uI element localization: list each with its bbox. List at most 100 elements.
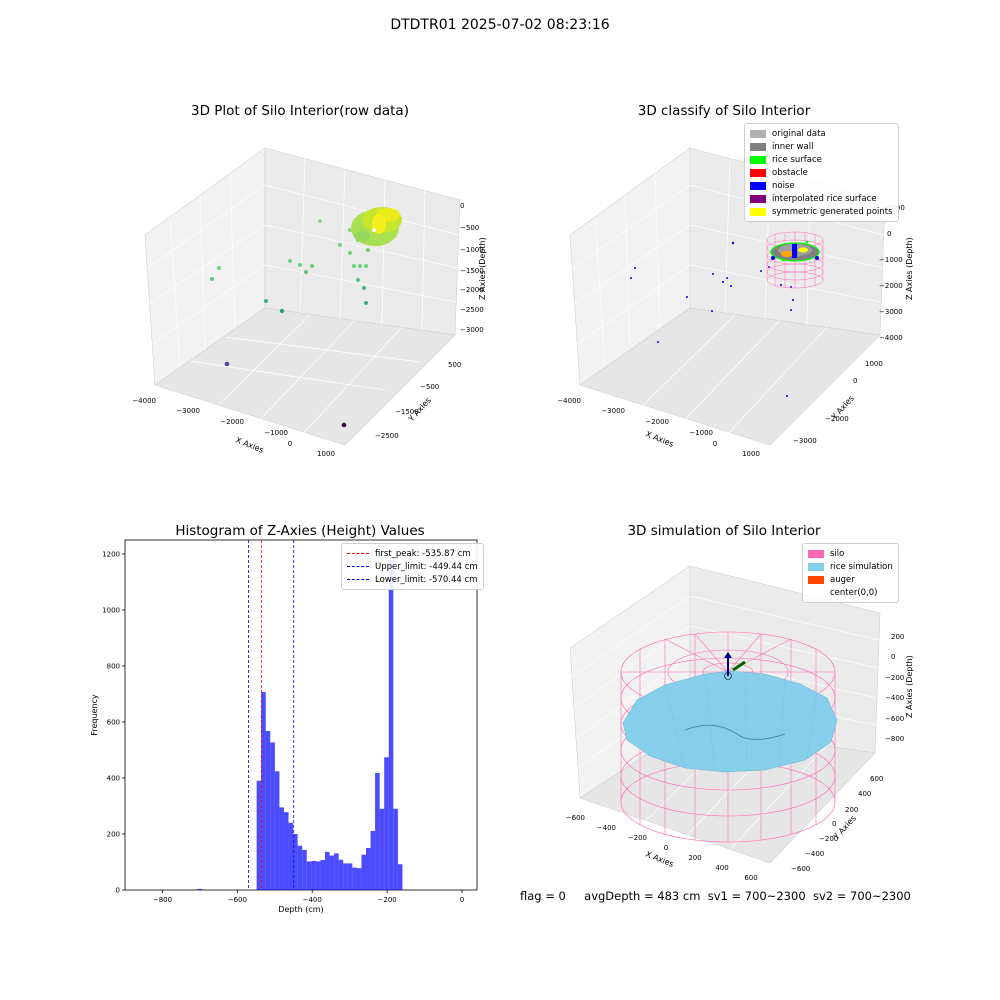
histogram-bar <box>297 845 303 890</box>
x-tick-label: 0 <box>460 896 464 904</box>
x-axis-label: X Axies <box>234 436 265 455</box>
y-tick-label: 1200 <box>102 551 120 559</box>
y-tick-label: 400 <box>107 775 120 783</box>
histogram-bar <box>302 849 307 890</box>
y-tick-label: 200 <box>107 831 120 839</box>
x-tick: −3000 <box>601 407 625 415</box>
histogram-bar <box>315 861 321 890</box>
x-tick: 0 <box>664 844 668 852</box>
y-tick-label: 1000 <box>102 607 120 615</box>
histogram-bar <box>283 812 289 890</box>
z-tick: −4000 <box>879 334 903 342</box>
x-tick: −2000 <box>645 418 669 426</box>
x-tick: −4000 <box>132 397 156 405</box>
figure-title: DTDTR01 2025-07-02 08:23:16 <box>390 17 610 33</box>
histogram-bar <box>397 864 403 890</box>
x-tick-label: −600 <box>228 896 247 904</box>
z-tick: −2000 <box>460 286 484 294</box>
z-tick: 0 <box>887 230 891 238</box>
x-axis-label: X Axies <box>644 430 675 449</box>
simulation-3d-plot: −600 −400 −200 0 200 400 600 600 400 200… <box>566 565 914 882</box>
x-tick: 0 <box>713 440 717 448</box>
x-tick: 400 <box>715 864 728 872</box>
x-axis-label: X Axies <box>644 850 675 869</box>
histogram-legend: first_peak: -535.87 cm Upper_limit: -449… <box>341 543 484 590</box>
plot-frame <box>124 539 478 891</box>
histogram-bar <box>352 867 357 890</box>
histogram-bar <box>347 863 353 890</box>
z-tick: 200 <box>891 633 904 641</box>
histogram-bar <box>293 834 298 890</box>
x-tick: −4000 <box>557 397 581 405</box>
z-tick: −500 <box>460 224 479 232</box>
x-tick-label: −200 <box>378 896 397 904</box>
y-tick: −2000 <box>825 415 849 423</box>
raw-data-points <box>210 207 402 428</box>
histogram-bar <box>270 742 275 890</box>
y-tick: 1000 <box>865 360 883 368</box>
histogram-bar <box>256 780 262 890</box>
classify-legend: original data inner wall rice surface ob… <box>744 123 899 222</box>
histogram-bar <box>324 851 330 890</box>
histogram-bar <box>334 853 339 890</box>
y-tick-label: 600 <box>107 719 120 727</box>
x-tick: 1000 <box>317 450 335 458</box>
avg-depth-text: avgDepth = 483 cm <box>584 889 701 903</box>
y-tick: −2500 <box>375 432 399 440</box>
z-axis-label: Z Axies (Depth) <box>478 237 487 300</box>
legend-label: rice simulation <box>830 561 893 572</box>
x-tick: −1000 <box>264 429 288 437</box>
histogram-bar <box>361 854 366 890</box>
x-tick: −200 <box>628 834 647 842</box>
histogram-bar <box>338 859 344 890</box>
x-tick: −1000 <box>689 429 713 437</box>
histogram-bar <box>265 730 271 890</box>
x-tick: −600 <box>566 814 585 822</box>
legend-label: symmetric generated points <box>772 206 893 217</box>
legend-label: interpolated rice surface <box>772 193 877 204</box>
y-tick: −600 <box>791 865 810 873</box>
histogram-bar <box>343 863 348 890</box>
y-tick: −500 <box>420 383 439 391</box>
legend-label: first_peak: -535.87 cm <box>375 548 471 559</box>
y-tick: 500 <box>448 361 461 369</box>
raw-plot-title: 3D Plot of Silo Interior(row data) <box>191 103 409 119</box>
histogram-bar <box>384 757 389 890</box>
y-tick: 200 <box>845 806 858 814</box>
legend-label: obstacle <box>772 167 808 178</box>
y-tick: 600 <box>870 775 883 783</box>
raw-3d-plot: −4000 −3000 −2000 −1000 0 1000 500 −500 … <box>132 147 487 458</box>
histogram-bar <box>329 855 335 890</box>
histogram-bars <box>197 559 403 890</box>
histogram-bar <box>306 861 312 890</box>
histogram-bar <box>375 772 380 890</box>
flag-text: flag = 0 <box>520 889 566 903</box>
histogram-bar <box>311 860 316 890</box>
legend-label: silo <box>830 548 845 559</box>
z-tick: −2500 <box>460 306 484 314</box>
histogram-bar <box>279 807 284 890</box>
histogram-bar <box>261 692 266 890</box>
z-tick: 0 <box>891 653 895 661</box>
x-tick: 1000 <box>742 450 760 458</box>
histogram-bar <box>197 888 202 890</box>
histogram-chart: −800 −600 −400 −200 0 0 200 400 600 800 1000 1200 D… <box>90 539 478 914</box>
histogram-title: Histogram of Z-Axies (Height) Values <box>175 523 425 539</box>
histogram-bar <box>288 822 294 890</box>
x-tick: 200 <box>688 854 701 862</box>
histogram-bar <box>356 868 362 890</box>
x-tick: −400 <box>597 824 616 832</box>
histogram-bar <box>274 771 280 890</box>
x-tick: 0 <box>288 440 292 448</box>
legend-label: rice surface <box>772 154 822 165</box>
z-tick: −1000 <box>879 256 903 264</box>
legend-label: Upper_limit: -449.44 cm <box>375 561 478 572</box>
histogram-bar <box>388 559 394 890</box>
histogram-axes: −800 −600 −400 −200 0 0 200 400 600 800 1000 1200 <box>102 551 464 905</box>
z-tick: −3000 <box>879 308 903 316</box>
x-tick: 600 <box>744 874 757 882</box>
z-tick: −3000 <box>460 326 484 334</box>
y-axis-label: Frequency <box>90 694 99 736</box>
x-tick-label: −400 <box>303 896 322 904</box>
legend-label: center(0,0) <box>830 587 878 598</box>
